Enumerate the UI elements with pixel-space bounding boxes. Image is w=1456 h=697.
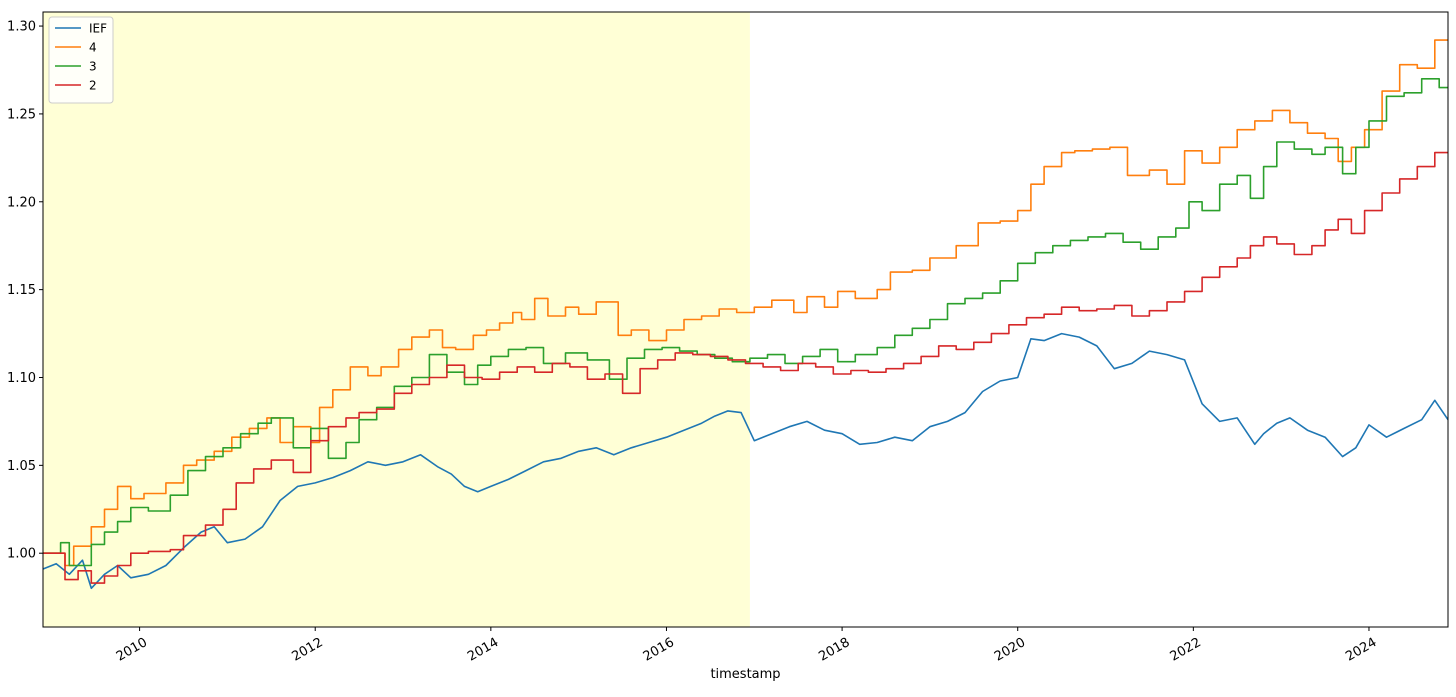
plot-layer bbox=[43, 12, 1448, 627]
series-line-ief bbox=[43, 332, 1448, 590]
x-axis-label: timestamp bbox=[710, 667, 780, 682]
legend-label: 4 bbox=[89, 41, 97, 55]
legend-label: 2 bbox=[89, 79, 97, 93]
y-tick-label: 1.25 bbox=[7, 107, 36, 122]
y-tick-label: 1.00 bbox=[7, 547, 36, 562]
y-tick-label: 1.05 bbox=[7, 459, 36, 474]
series-line-2 bbox=[43, 151, 1448, 584]
axes-frame bbox=[42, 11, 1449, 628]
legend-label: IEF bbox=[89, 22, 107, 36]
y-tick-label: 1.15 bbox=[7, 283, 36, 298]
y-tick-label: 1.20 bbox=[7, 195, 36, 210]
legend-label: 3 bbox=[89, 60, 97, 74]
legend: IEF 4 3 2 bbox=[48, 16, 114, 104]
y-tick-label: 1.10 bbox=[7, 371, 36, 386]
legend-box bbox=[48, 16, 114, 104]
series-line-3 bbox=[43, 78, 1448, 567]
shaded-region bbox=[43, 12, 750, 627]
y-tick-label: 1.30 bbox=[7, 20, 36, 35]
